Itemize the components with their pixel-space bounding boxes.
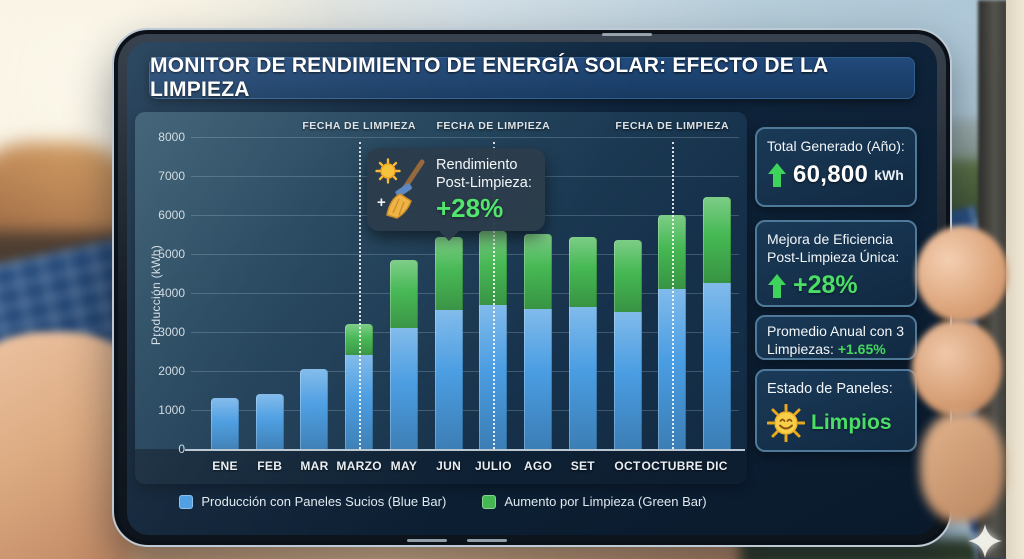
cleaning-date-label-julio: FECHA DE LIMPIEZA xyxy=(418,120,568,132)
background-grass xyxy=(0,398,120,508)
bar-cleaning-gain-dic[interactable] xyxy=(702,197,731,283)
cleaning-date-line-octubre xyxy=(672,142,675,449)
panel-status-label: Estado de Paneles: xyxy=(767,380,905,398)
y-tick-label: 2000 xyxy=(141,364,185,378)
gridline xyxy=(191,254,739,255)
tooltip-pointer xyxy=(439,230,459,241)
cleaning-date-label-octubre: FECHA DE LIMPIEZA xyxy=(597,120,747,132)
background-panel-railing xyxy=(943,467,1021,498)
y-tick-label: 0 xyxy=(141,442,185,456)
bar-cleaning-gain-jun[interactable] xyxy=(434,237,463,310)
tooltip-value: +28% xyxy=(436,193,504,224)
card-efficiency-label: Mejora de Eficiencia Post-Limpieza Única… xyxy=(767,231,905,266)
bottom-port-slot xyxy=(467,539,507,542)
background-roof-eave xyxy=(0,232,130,274)
card-annual-average-text: Promedio Anual con 3 Limpiezas: +1.65% xyxy=(767,323,905,358)
x-tick-label-oct: OCT xyxy=(596,459,660,473)
card-panel-status: Estado de Paneles: xyxy=(755,369,917,452)
tablet-device: MONITOR DE RENDIMIENTO DE ENERGÍA SOLAR:… xyxy=(112,28,952,547)
x-tick-label-feb: FEB xyxy=(238,459,302,473)
annual-average-value: +1.65% xyxy=(838,341,886,357)
card-total-label: Total Generado (Año): xyxy=(767,138,905,156)
background-wall-pillar xyxy=(1006,0,1024,559)
smiling-sun-icon xyxy=(767,404,805,443)
panel-status-value: Limpios xyxy=(811,411,892,435)
bar-dirty-production-feb[interactable] xyxy=(255,394,284,449)
cleaning-date-line-marzo xyxy=(359,142,362,449)
legend-item-green: Aumento por Limpieza (Green Bar) xyxy=(482,494,707,509)
card-total-generated: Total Generado (Año): 60,800 kWh xyxy=(755,127,917,207)
tooltip-text-block: Rendimiento Post-Limpieza: +28% xyxy=(436,157,532,223)
bar-dirty-production-dic[interactable] xyxy=(702,283,731,449)
stats-sidebar: Total Generado (Año): 60,800 kWh Mejora … xyxy=(755,42,917,535)
background-window-frame xyxy=(978,0,1008,559)
gridline xyxy=(191,410,739,411)
up-arrow-icon xyxy=(768,273,786,298)
bar-dirty-production-ene[interactable] xyxy=(211,398,239,449)
tooltip-line2: Post-Limpieza: xyxy=(436,174,532,191)
x-tick-label-octubre: OCTUBRE xyxy=(640,459,704,473)
screen-glare xyxy=(127,42,937,535)
top-speaker-slot xyxy=(602,33,652,36)
legend-label: Aumento por Limpieza (Green Bar) xyxy=(504,494,706,509)
bar-dirty-production-jun[interactable] xyxy=(434,310,463,449)
x-tick-label-ene: ENE xyxy=(193,459,257,473)
bar-cleaning-gain-oct[interactable] xyxy=(613,240,642,312)
x-tick-label-dic: DIC xyxy=(685,459,749,473)
gridline xyxy=(191,332,739,333)
gridline xyxy=(191,137,739,138)
annual-average-label: Promedio Anual con 3 Limpiezas: xyxy=(767,323,904,357)
legend-swatch-green xyxy=(482,494,497,509)
legend-swatch-blue xyxy=(179,494,194,509)
x-tick-label-jun: JUN xyxy=(417,459,481,473)
x-tick-label-marzo: MARZO xyxy=(327,459,391,473)
bar-cleaning-gain-may[interactable] xyxy=(389,260,418,328)
svg-text:+: + xyxy=(377,194,386,211)
bar-cleaning-gain-ago[interactable] xyxy=(524,234,553,309)
x-tick-label-ago: AGO xyxy=(506,459,570,473)
bar-dirty-production-mar[interactable] xyxy=(300,369,329,449)
bar-dirty-production-set[interactable] xyxy=(568,307,597,449)
total-generated-value: 60,800 xyxy=(793,161,868,189)
x-tick-label-set: SET xyxy=(551,459,615,473)
legend-label: Producción con Paneles Sucios (Blue Bar) xyxy=(201,494,446,509)
x-tick-label-may: MAY xyxy=(372,459,436,473)
card-annual-average: Promedio Anual con 3 Limpiezas: +1.65% xyxy=(755,315,917,360)
gridline xyxy=(191,371,739,372)
x-axis-line xyxy=(185,449,745,451)
y-tick-label: 3000 xyxy=(141,325,185,339)
sun-broom-icon: + xyxy=(375,158,425,219)
bar-dirty-production-ago[interactable] xyxy=(524,309,553,449)
y-tick-label: 4000 xyxy=(141,286,185,300)
x-tick-label-julio: JULIO xyxy=(461,459,525,473)
x-axis-strip xyxy=(135,449,747,484)
legend-item-blue: Producción con Paneles Sucios (Blue Bar) xyxy=(179,494,446,509)
y-tick-label: 1000 xyxy=(141,403,185,417)
up-arrow-icon xyxy=(768,162,786,187)
cleaning-date-line-julio xyxy=(493,142,496,449)
post-cleaning-tooltip: + Rendimiento Post-Limpieza: +28% xyxy=(367,148,545,241)
tablet-screen: MONITOR DE RENDIMIENTO DE ENERGÍA SOLAR:… xyxy=(127,42,937,535)
gridline xyxy=(191,293,739,294)
chart-legend: Producción con Paneles Sucios (Blue Bar)… xyxy=(153,494,733,509)
bar-dirty-production-may[interactable] xyxy=(389,328,418,449)
tooltip-line1: Rendimiento xyxy=(436,157,518,173)
x-tick-label-mar: MAR xyxy=(282,459,346,473)
efficiency-value: +28% xyxy=(793,271,858,300)
bottom-speaker-slot xyxy=(407,539,447,542)
bar-cleaning-gain-set[interactable] xyxy=(568,237,597,307)
total-generated-unit: kWh xyxy=(874,167,904,183)
sparkle-icon xyxy=(968,524,1002,558)
bar-dirty-production-oct[interactable] xyxy=(613,312,642,449)
y-tick-label: 5000 xyxy=(141,247,185,261)
